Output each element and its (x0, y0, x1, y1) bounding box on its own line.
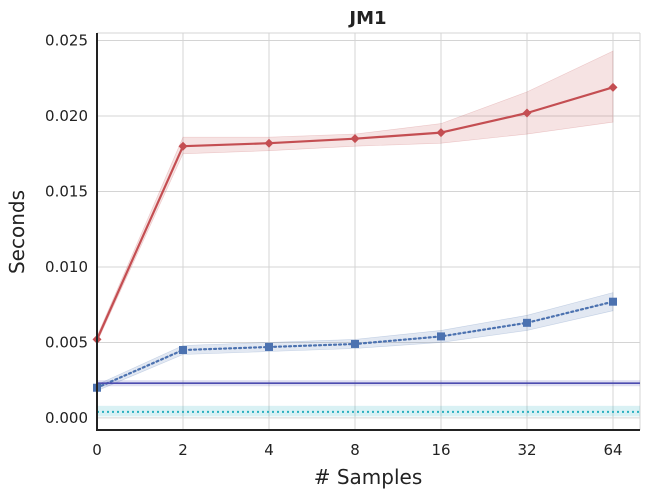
series-blue-point (523, 318, 531, 327)
x-tick-label: 0 (92, 441, 102, 459)
y-tick-label: 0.025 (45, 32, 88, 50)
y-tick-label: 0.015 (45, 182, 88, 200)
y-tick-label: 0.005 (45, 333, 88, 351)
series-red-point (608, 82, 618, 92)
y-tick-label: 0.010 (45, 258, 88, 276)
x-tick-label: 4 (264, 441, 274, 459)
x-tick-label: 8 (350, 441, 360, 459)
series-red-point (522, 108, 532, 118)
x-tick-label: 32 (517, 441, 536, 459)
plot-background (97, 33, 640, 430)
y-axis-label: Seconds (5, 190, 29, 274)
series-red-point (178, 141, 188, 151)
axes (96, 33, 640, 431)
y-tick-label: 0.000 (45, 409, 88, 427)
series-blue-point (609, 297, 617, 306)
series-red-point (436, 128, 446, 138)
x-tick-label: 64 (603, 441, 622, 459)
series-blue-point (265, 342, 273, 351)
x-tick-label: 2 (178, 441, 188, 459)
series-red-point (350, 134, 360, 144)
grid (97, 32, 641, 430)
y-tick-label: 0.020 (45, 107, 88, 125)
x-tick-label: 16 (431, 441, 450, 459)
series-markers (92, 82, 618, 392)
tick-labels: 0 2 4 8 16 32 64 0.000 0.005 0.010 0.015 0.020 0.025 (45, 32, 623, 459)
x-axis-label: # Samples (314, 465, 423, 489)
series-blue-point (179, 345, 187, 354)
series-blue-point (351, 339, 359, 348)
series-red-point (264, 138, 274, 148)
series-blue-point (437, 332, 445, 341)
chart-title: JM1 (347, 8, 386, 29)
